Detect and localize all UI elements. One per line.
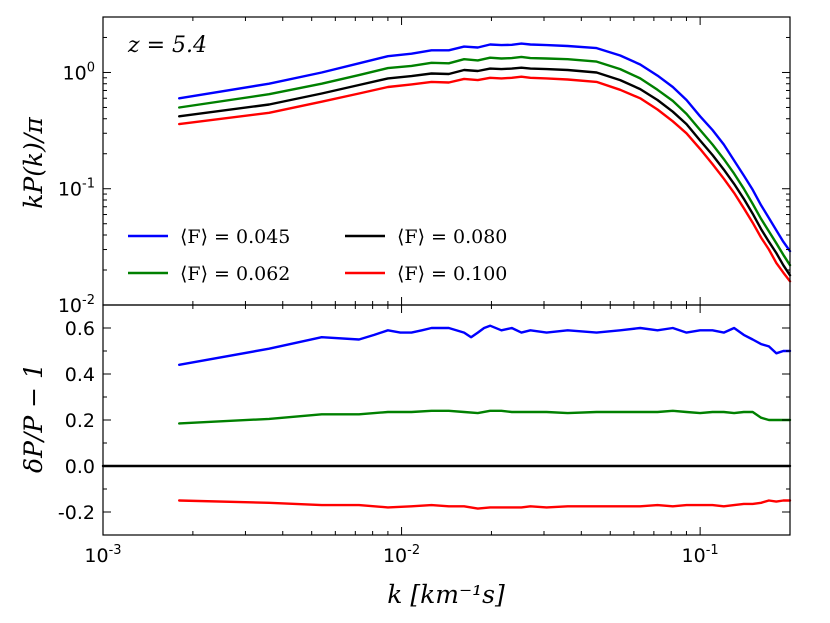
- bottom-series-line-2: [177, 409, 792, 425]
- bottom-y-tick-label: 0.2: [65, 410, 95, 432]
- legend: ⟨F⟩ = 0.045 ⟨F⟩ = 0.062 ⟨F⟩ = 0.080 ⟨F⟩ = 0…: [128, 226, 507, 285]
- bottom-axes-frame: [102, 304, 791, 536]
- top-y-tick-label: 10-1: [58, 177, 95, 201]
- top-series-line-2: [177, 55, 792, 267]
- top-y-tick-label: 10-2: [58, 293, 95, 317]
- bottom-y-tick-label: 0.4: [65, 364, 95, 386]
- bottom-x-tick-label: 10-2: [383, 543, 420, 567]
- legend-label: ⟨F⟩ = 0.045: [180, 226, 290, 248]
- legend-label: ⟨F⟩ = 0.100: [397, 263, 507, 285]
- bottom-series-line-4: [177, 499, 792, 510]
- bottom-y-tick-label: 0.0: [65, 456, 95, 478]
- bottom-y-axis-label: δP/P − 1: [19, 363, 48, 473]
- top-axes-frame: [102, 16, 791, 306]
- top-series-line-1: [177, 42, 792, 253]
- bottom-x-tick-label: 10-1: [682, 543, 719, 567]
- x-axis-label: k [km⁻¹s]: [387, 580, 505, 609]
- legend-label: ⟨F⟩ = 0.062: [180, 263, 290, 285]
- bottom-y-tick-label: -0.2: [58, 502, 95, 524]
- legend-label: ⟨F⟩ = 0.080: [397, 226, 507, 248]
- top-series-line-3: [177, 66, 792, 277]
- top-y-tick-label: 100: [63, 60, 95, 84]
- bottom-x-tick-label: 10-3: [84, 543, 121, 567]
- bottom-series-line-1: [177, 324, 792, 366]
- bottom-panel: 10-3 10-2 10-1 -0.2 0.0 0.2 0.4 0.6 δP/P − 1 k …: [19, 304, 792, 609]
- redshift-annotation: z = 5.4: [127, 33, 207, 58]
- top-series-line-4: [177, 75, 792, 283]
- bottom-y-tick-label: 0.6: [65, 318, 95, 340]
- top-y-axis-label: kP(k)/π: [19, 117, 48, 209]
